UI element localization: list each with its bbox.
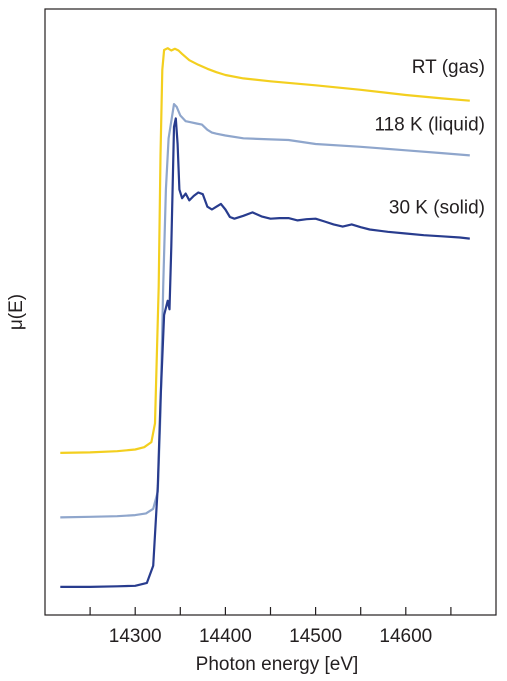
x-tick-label: 14400: [199, 626, 252, 647]
x-axis-ticks: [89, 607, 452, 615]
series-label: RT (gas): [412, 57, 485, 78]
x-tick-label: 14600: [379, 626, 432, 647]
series-line: [60, 103, 470, 519]
series-labels: RT (gas) 118 K (liquid) 30 K (solid): [374, 57, 485, 219]
series-line: [60, 117, 470, 588]
y-axis-label: μ(E): [6, 294, 27, 330]
series-label: 30 K (solid): [389, 197, 485, 218]
series-label: 118 K (liquid): [374, 114, 485, 135]
x-axis-tick-labels: 14300 14400 14500 14600: [109, 626, 432, 647]
series-line: [60, 47, 470, 454]
series-lines: [60, 47, 470, 588]
x-tick-label: 14500: [289, 626, 342, 647]
x-tick-label: 14300: [109, 626, 162, 647]
x-axis-label: Photon energy [eV]: [196, 654, 359, 675]
plot-frame: [44, 8, 497, 616]
